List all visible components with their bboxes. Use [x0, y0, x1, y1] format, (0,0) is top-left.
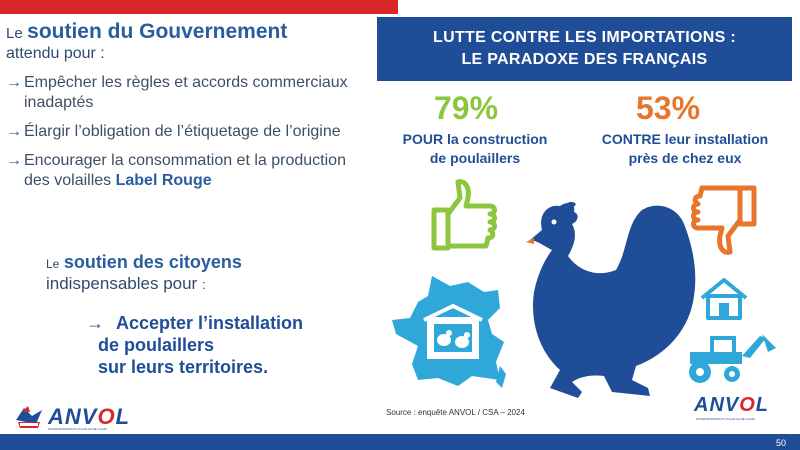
- action-line-1: → Accepter l’installation: [86, 312, 376, 334]
- citizen-emphasis: soutien des citoyens: [63, 252, 242, 272]
- arrow-right-icon: →: [6, 74, 22, 91]
- pour-label-line-1: POUR la construction: [402, 131, 548, 147]
- arrow-right-icon: →: [86, 313, 104, 333]
- thumbs-up-icon: [431, 179, 497, 251]
- citizen-line2-text: indispensables pour: [46, 274, 198, 293]
- intro-suffix: attendu pour :: [6, 45, 105, 62]
- anvol-wordmark-accent: O: [97, 404, 116, 429]
- source-note: Source : enquête ANVOL / CSA – 2024: [386, 408, 525, 417]
- anvol-subtitle: INTERPROFESSION VOLAILLE DE CHAIR: [48, 427, 107, 431]
- citizen-support-block: Le soutien des citoyens indispensables p…: [46, 252, 366, 296]
- footer-bar: 50: [0, 434, 800, 450]
- arrow-right-icon: →: [6, 152, 22, 169]
- citizen-line2: indispensables pour :: [46, 273, 366, 296]
- house-icon: [700, 278, 748, 320]
- contre-label: CONTRE leur installation près de chez eu…: [580, 130, 790, 168]
- government-intro: Le soutien du Gouvernement attendu pour …: [6, 20, 374, 64]
- volaille-francaise-badge-icon: [16, 406, 42, 428]
- anvol-subtitle: INTERPROFESSION VOLAILLE DE CHAIR: [696, 417, 755, 421]
- government-support-block: Le soutien du Gouvernement attendu pour …: [6, 20, 374, 191]
- pour-label-line-2: de poulaillers: [429, 150, 521, 166]
- anvol-wordmark-accent: O: [739, 394, 756, 416]
- contre-label-line-2: près de chez eux: [628, 150, 742, 166]
- citizen-colon: :: [201, 277, 206, 292]
- page-number: 50: [775, 438, 786, 448]
- pour-percentage: 79%: [434, 90, 499, 126]
- thumbs-down-icon: [691, 185, 757, 255]
- top-accent-bar: [0, 0, 398, 14]
- anvol-wordmark: ANVOL: [694, 394, 769, 417]
- pour-label: POUR la construction de poulaillers: [384, 130, 566, 168]
- action-text-2: de poulaillers: [98, 335, 215, 355]
- poultry-house-icon: [423, 303, 483, 359]
- france-map-icon: [392, 276, 506, 388]
- bullet-item-labeling: → Élargir l’obligation de l’étiquetage d…: [6, 122, 374, 142]
- action-text-3: sur leurs territoires.: [98, 357, 269, 377]
- anvol-wordmark-end: L: [115, 404, 131, 429]
- bullet-text: Élargir l’obligation de l’étiquetage de …: [24, 123, 341, 140]
- bullet-text: Empêcher les règles et accords commercia…: [24, 74, 348, 111]
- bullet-text: Encourager la consommation et la product…: [24, 151, 374, 191]
- arrow-right-icon: →: [6, 123, 22, 140]
- intro-emphasis: soutien du Gouvernement: [27, 20, 288, 43]
- hen-icon: [526, 201, 696, 398]
- tractor-icon: [689, 334, 776, 383]
- intro-prefix: Le: [6, 25, 23, 42]
- banner-line-1: LUTTE CONTRE LES IMPORTATIONS :: [433, 29, 736, 46]
- bullet-text-bold: Label Rouge: [115, 172, 212, 189]
- citizen-prefix: Le: [46, 257, 60, 271]
- infographic-banner: LUTTE CONTRE LES IMPORTATIONS : LE PARAD…: [377, 17, 792, 81]
- bullet-text-main: Encourager la consommation et la product…: [24, 152, 346, 189]
- action-block: → Accepter l’installation de poulaillers…: [86, 312, 376, 378]
- bullet-item-label-rouge: → Encourager la consommation et la produ…: [6, 151, 374, 191]
- anvol-logo-left: ANVOL INTERPROFESSION VOLAILLE DE CHAIR: [12, 402, 132, 434]
- anvol-wordmark-end: L: [755, 394, 770, 416]
- action-text-1: Accepter l’installation: [116, 313, 304, 333]
- contre-percentage: 53%: [636, 90, 701, 126]
- anvol-wordmark-main: ANV: [694, 394, 740, 416]
- anvol-wordmark: ANVOL: [48, 404, 130, 430]
- anvol-wordmark-main: ANV: [48, 404, 98, 429]
- banner-line-2: LE PARADOXE DES FRANÇAIS: [461, 51, 708, 68]
- contre-label-line-1: CONTRE leur installation: [601, 131, 769, 147]
- anvol-logo-right: ANVOL INTERPROFESSION VOLAILLE DE CHAIR: [694, 394, 790, 428]
- bullet-item-rules: → Empêcher les règles et accords commerc…: [6, 73, 374, 113]
